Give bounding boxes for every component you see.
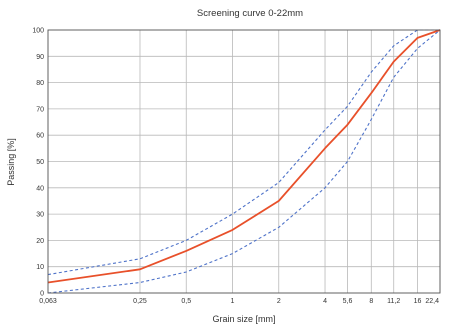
x-tick-label: 0,063 — [39, 298, 57, 305]
y-tick-label: 40 — [36, 185, 44, 192]
plot-frame — [47, 29, 441, 294]
x-tick-label: 11,2 — [387, 298, 400, 305]
y-tick-label: 60 — [36, 133, 44, 140]
y-tick-label: 80 — [36, 80, 44, 87]
y-tick-label: 70 — [36, 106, 44, 113]
upper-limit-line — [47, 29, 440, 276]
x-tick-label: 4 — [323, 298, 327, 305]
x-tick-label: 5,6 — [343, 298, 353, 305]
x-axis-label: Grain size [mm] — [212, 314, 275, 324]
y-tick-label: 10 — [36, 264, 44, 271]
grid — [47, 29, 441, 294]
x-tick-label: 0,5 — [181, 298, 191, 305]
x-tick-label: 1 — [231, 298, 235, 305]
x-tick-label: 0,25 — [133, 298, 147, 305]
lower-limit-line — [47, 29, 441, 294]
x-tick-label: 8 — [369, 298, 373, 305]
y-axis-label: Passing [%] — [6, 138, 16, 186]
y-tick-label: 30 — [36, 212, 44, 219]
chart-title: Screening curve 0-22mm — [197, 8, 303, 19]
x-tick-label: 2 — [277, 298, 281, 305]
y-tick-label: 90 — [36, 54, 44, 61]
screening-curve-line — [47, 29, 441, 284]
y-tick-label: 20 — [36, 238, 44, 245]
y-tick-label: 100 — [32, 28, 44, 35]
tick-labels: 0 10 20 30 40 50 60 70 80 90 100 0,063 0,25 0,5 1 2 4 5,6… — [32, 28, 439, 306]
y-tick-label: 0 — [40, 291, 44, 298]
x-tick-label: 22,4 — [425, 298, 439, 305]
y-tick-label: 50 — [36, 159, 44, 166]
x-tick-label: 16 — [414, 298, 422, 305]
series-lines — [47, 29, 441, 294]
